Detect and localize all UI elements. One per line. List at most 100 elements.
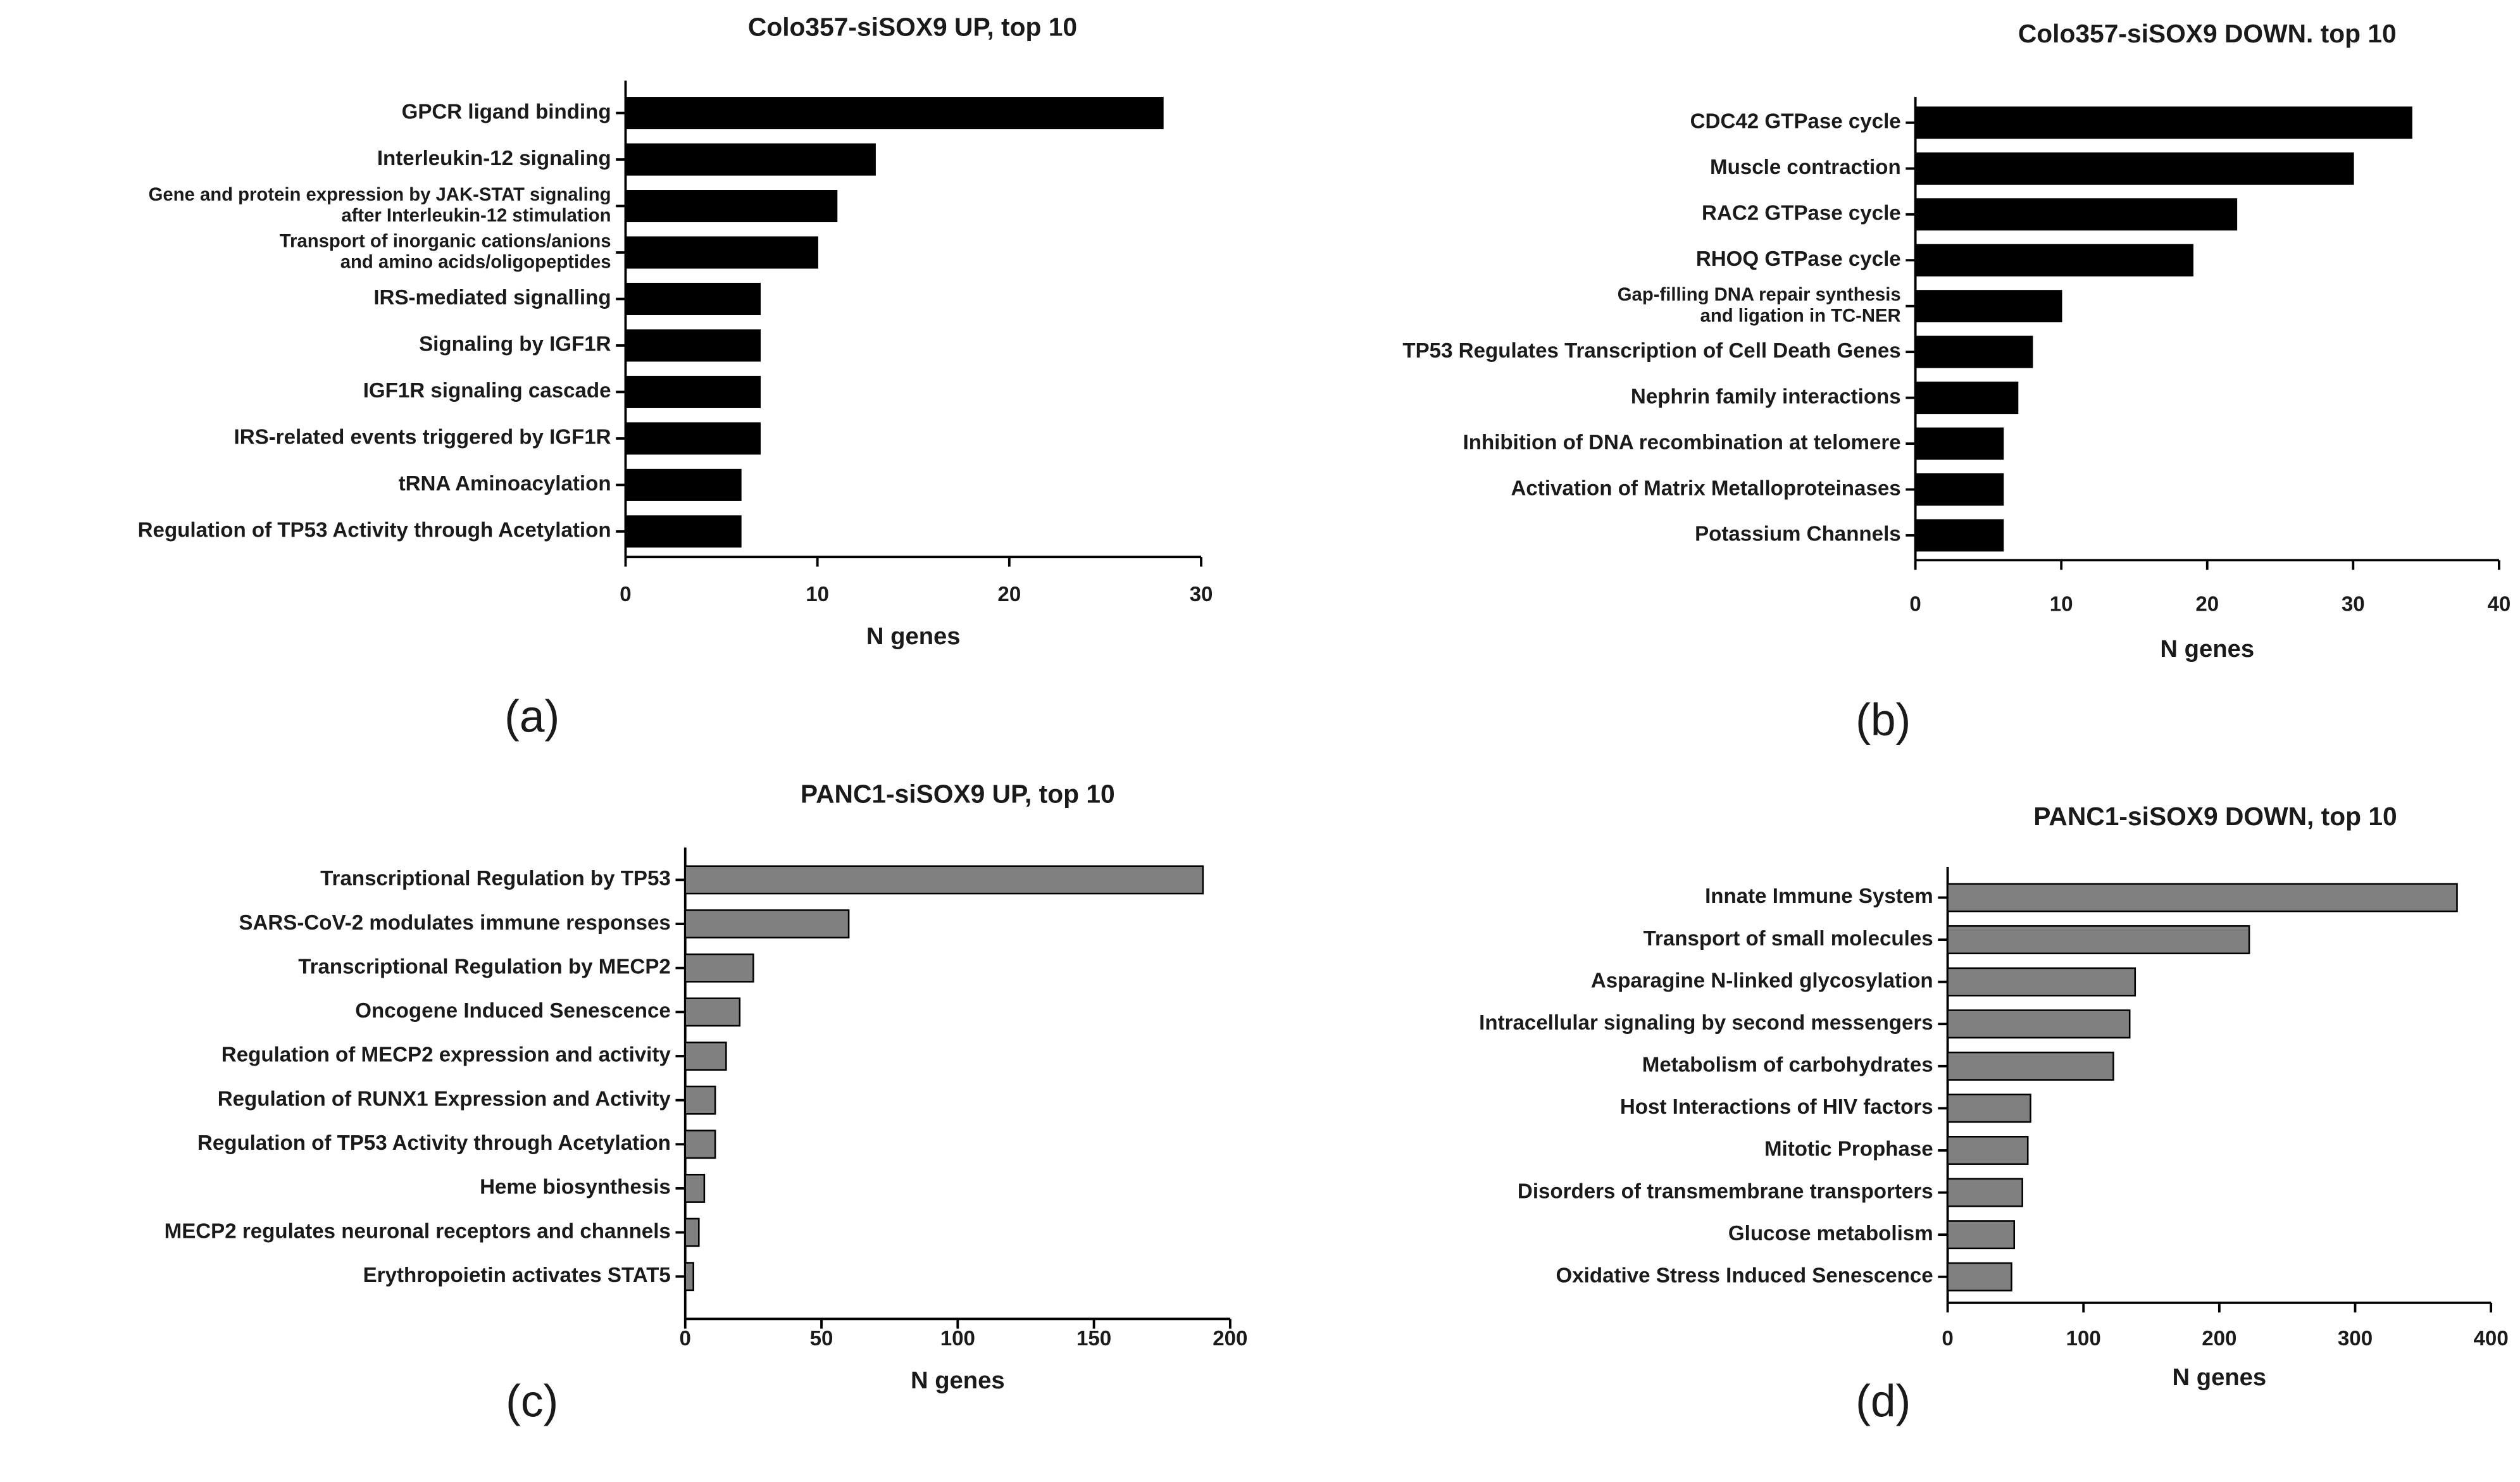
category-label: Nephrin family interactions [1631,385,1901,408]
category-label: Transport of inorganic cations/anions and… [280,230,611,272]
x-tick-label: 10 [806,583,829,606]
x-tick-label: 200 [1213,1327,1247,1350]
bar [625,143,876,176]
panel-label: (d) [1856,1376,1911,1426]
category-label: IRS-mediated signalling [373,286,611,309]
category-label: Regulation of RUNX1 Expression and Activ… [218,1087,671,1111]
category-label: Oxidative Stress Induced Senescence [1556,1264,1933,1287]
x-tick-label: 30 [2342,592,2365,616]
panel-label: (b) [1856,695,1911,745]
bar [684,1130,716,1159]
category-label: Interleukin-12 signaling [377,147,611,170]
bar [1947,925,2250,955]
category-label: IRS-related events triggered by IGF1R [234,426,611,449]
category-label: Metabolism of carbohydrates [1642,1054,1933,1077]
chart-title: Colo357-siSOX9 DOWN. top 10 [2018,19,2397,48]
category-label: Activation of Matrix Metalloproteinases [1511,476,1900,500]
bar [1947,1262,2012,1292]
bar [1914,106,2412,139]
category-label: MECP2 regulates neuronal receptors and c… [165,1219,671,1243]
bar [1914,519,2004,552]
bar [625,97,1164,130]
bar [1947,1009,2131,1039]
x-tick-label: 50 [810,1327,833,1350]
bar [684,865,1204,895]
category-label: tRNA Aminoacylation [399,472,611,495]
bar [684,1262,694,1292]
panel-label: (c) [506,1376,558,1426]
bar [1947,1093,2031,1123]
category-label: CDC42 GTPase cycle [1690,110,1901,134]
category-label: Transcriptional Regulation by TP53 [320,867,671,890]
category-label: Intracellular signaling by second messen… [1479,1011,1933,1035]
panel-label: (a) [504,692,559,742]
bar [625,375,761,408]
category-label: Signaling by IGF1R [419,333,611,356]
bar [1947,1220,2016,1250]
category-label: Inhibition of DNA recombination at telom… [1463,431,1901,454]
x-tick-label: 0 [620,583,631,606]
x-tick-label: 40 [2487,592,2511,616]
category-label: Erythropoietin activates STAT5 [363,1264,671,1287]
chart-title: PANC1-siSOX9 UP, top 10 [801,780,1115,809]
bar [625,515,742,548]
x-tick-label: 0 [1909,592,1921,616]
bar [1914,244,2193,277]
bar [1947,1051,2114,1081]
category-label: Asparagine N-linked glycosylation [1591,969,1933,992]
bar [684,1042,727,1071]
category-label: Transcriptional Regulation by MECP2 [298,955,671,978]
chart-title: PANC1-siSOX9 DOWN, top 10 [2033,802,2397,831]
category-label: SARS-CoV-2 modulates immune responses [239,911,670,935]
category-label: Regulation of TP53 Activity through Acet… [138,519,611,542]
category-label: GPCR ligand binding [402,100,611,123]
x-axis-label: N genes [866,623,961,650]
category-label: Host Interactions of HIV factors [1620,1095,1933,1119]
x-tick-label: 300 [2338,1327,2373,1350]
category-label: RHOQ GTPase cycle [1696,247,1901,271]
x-tick-label: 0 [680,1327,691,1350]
category-label: Disorders of transmembrane transporters [1518,1180,1933,1203]
chart-title: Colo357-siSOX9 UP, top 10 [748,13,1077,42]
bar [1947,1136,2029,1165]
x-axis-label: N genes [911,1367,1005,1394]
x-tick-label: 20 [997,583,1021,606]
bar [684,909,850,939]
bar [1914,427,2004,460]
bar [625,468,742,501]
x-axis-label: N genes [2173,1364,2267,1391]
bar [625,236,818,269]
bar [1914,382,2019,414]
category-label: Gene and protein expression by JAK-STAT … [149,184,611,226]
category-label: Potassium Channels [1695,523,1901,546]
bar [1947,883,2458,912]
bar [684,1085,716,1115]
bar [1947,967,2136,997]
bar [1947,1178,2023,1207]
x-axis-label: N genes [2160,635,2254,663]
category-label: Heme biosynthesis [480,1176,671,1199]
x-tick-label: 30 [1190,583,1213,606]
category-label: Innate Immune System [1705,885,1933,908]
category-label: Regulation of TP53 Activity through Acet… [197,1131,671,1155]
bar [684,997,741,1027]
category-label: Mitotic Prophase [1764,1138,1933,1161]
category-label: TP53 Regulates Transcription of Cell Dea… [1402,339,1900,363]
x-tick-label: 10 [2050,592,2073,616]
category-label: Gap-filling DNA repair synthesis and liga… [1618,284,1901,326]
bar [684,1217,700,1247]
category-label: Muscle contraction [1710,156,1901,179]
bar [1914,198,2238,231]
bar [625,422,761,455]
x-tick-label: 150 [1076,1327,1111,1350]
bar [1914,335,2033,368]
x-tick-label: 100 [940,1327,975,1350]
bar [625,329,761,362]
category-label: Transport of small molecules [1644,927,1933,950]
category-label: Oncogene Induced Senescence [355,999,671,1023]
bar [625,190,838,223]
bar [1914,290,2062,323]
category-label: Glucose metabolism [1728,1222,1933,1245]
x-tick-label: 100 [2066,1327,2101,1350]
